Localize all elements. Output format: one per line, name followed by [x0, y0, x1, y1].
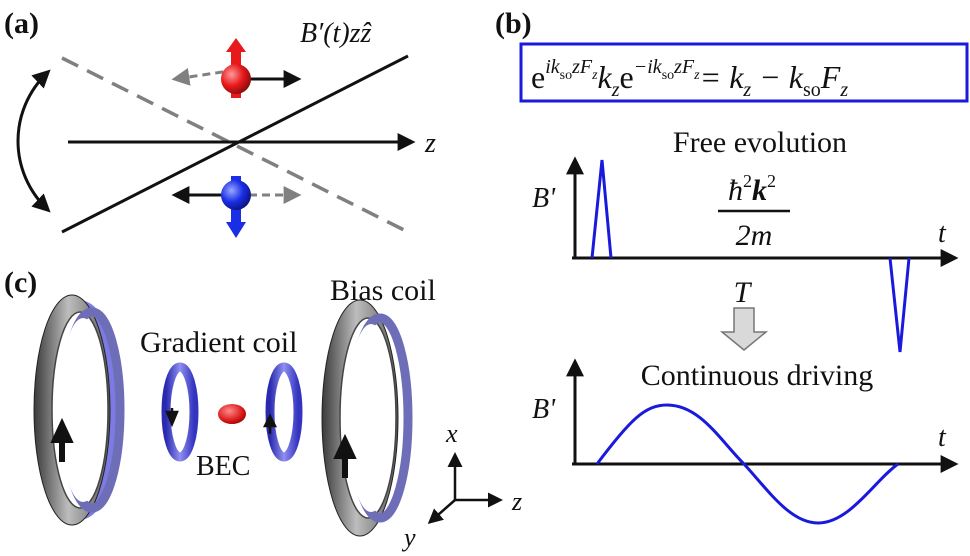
- bottom-plot-ylabel: B': [532, 394, 556, 425]
- left-coil-current-arrow-icon: [50, 417, 74, 462]
- y-axis-label: y: [401, 523, 416, 552]
- positive-pulse: [590, 159, 613, 259]
- panel-c: (c) Bias coil: [4, 266, 522, 552]
- left-gradient-arrow-icon: [165, 408, 179, 428]
- bec-cloud: [218, 404, 246, 424]
- bias-coil-label: Bias coil: [330, 274, 436, 307]
- down-transition-arrow-icon: [719, 307, 769, 351]
- continuous-driving-title: Continuous driving: [641, 359, 874, 392]
- top-plot-xlabel: t: [938, 218, 947, 249]
- panel-b: (b) eiksozFzkze−iksozFz= kz − ksoFz Free…: [495, 7, 969, 525]
- gradient-coil-label: Gradient coil: [140, 326, 297, 359]
- left-gradient-coil: [161, 362, 199, 462]
- right-coil-current-arrow-icon: [333, 433, 357, 478]
- field-label: B′(t)zẑ: [300, 18, 373, 49]
- spin-up-atom: [171, 38, 302, 98]
- y-axis-arrow: [427, 499, 456, 524]
- blue-spin-sphere: [221, 180, 251, 210]
- field-gradient-line: [61, 54, 409, 234]
- period-label: T: [734, 276, 753, 309]
- right-bias-coil: [321, 299, 413, 537]
- flip-arrow: [16, 69, 51, 213]
- top-plot-ylabel: B': [532, 183, 556, 214]
- sine-drive-curve: [595, 403, 899, 525]
- spin-down-arrow-icon: [226, 222, 246, 238]
- right-gradient-arrow-icon: [262, 413, 278, 434]
- coordinate-axes: x z y: [401, 419, 522, 552]
- free-evolution-title: Free evolution: [673, 126, 847, 159]
- panel-c-label: (c): [4, 266, 37, 299]
- left-bias-coil: [33, 294, 125, 526]
- gray-dashed-left-arrow: [171, 67, 237, 86]
- red-spin-sphere: [221, 64, 251, 94]
- z-axis-label: z: [424, 128, 436, 159]
- dashed-field-line: [61, 56, 409, 234]
- spin-up-arrow-icon: [226, 38, 246, 52]
- equation-box: [519, 42, 969, 103]
- panel-a: (a) z B′(t)zẑ: [4, 7, 436, 238]
- z-axis-label-c: z: [511, 487, 522, 516]
- negative-pulse: [888, 257, 911, 353]
- x-axis-label: x: [445, 419, 458, 448]
- bottom-plot-xlabel: t: [938, 422, 947, 453]
- kinetic-numerator: ħ2k2: [728, 171, 776, 207]
- spin-down-atom: [171, 176, 302, 238]
- panel-a-label: (a): [4, 7, 39, 40]
- kinetic-denominator: 2m: [736, 219, 773, 252]
- bec-label: BEC: [196, 451, 250, 482]
- equation: eiksozFzkze−iksozFz= kz − ksoFz: [531, 56, 848, 101]
- right-gradient-coil: [262, 362, 303, 462]
- panel-b-label: (b): [495, 7, 532, 40]
